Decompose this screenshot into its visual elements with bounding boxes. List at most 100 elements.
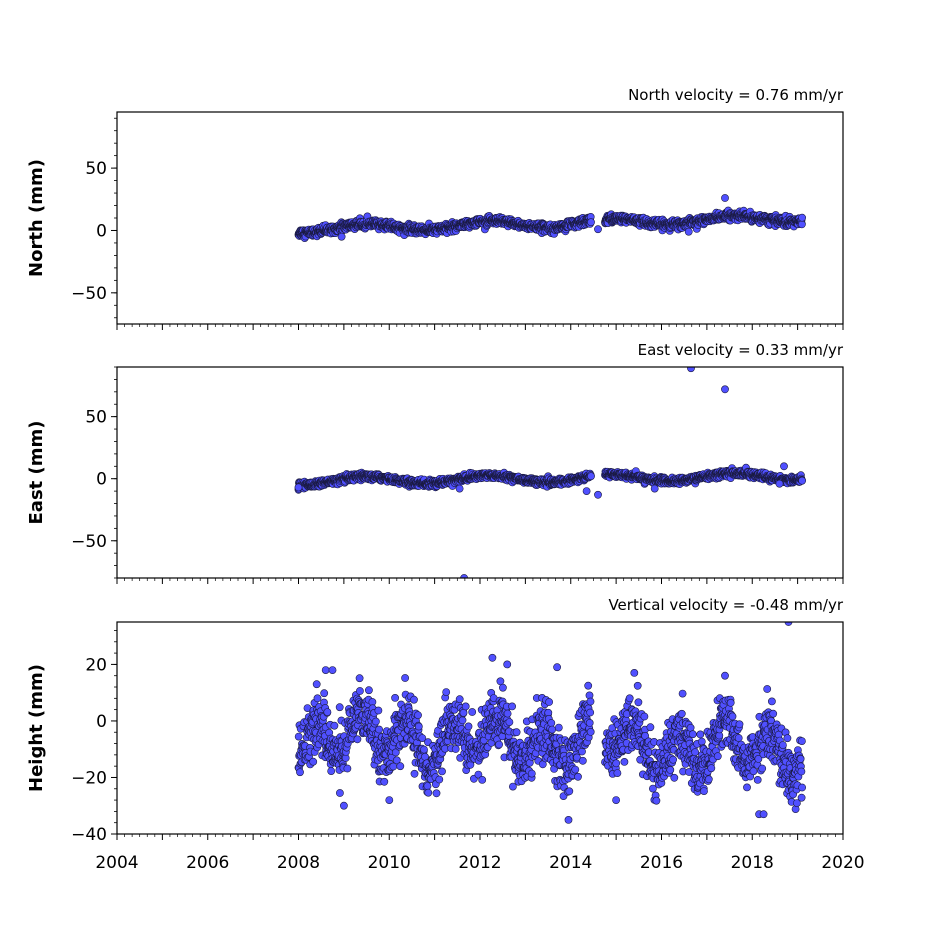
data-point (296, 768, 304, 777)
data-point (578, 756, 587, 765)
velocity-title: North velocity = 0.76 mm/yr (628, 86, 844, 104)
data-point (585, 719, 594, 727)
data-point (640, 712, 649, 721)
data-point (612, 759, 621, 768)
data-point (512, 728, 521, 737)
data-point (380, 777, 389, 786)
data-point (545, 698, 553, 706)
data-point (571, 765, 580, 774)
data-point (320, 689, 329, 698)
data-point (455, 695, 464, 704)
data-point (468, 708, 477, 716)
data-point (586, 708, 595, 717)
data-point (586, 697, 595, 706)
data-point-outlier (721, 194, 729, 202)
data-point (633, 681, 642, 690)
data-point (613, 769, 622, 777)
data-point-outlier (582, 487, 591, 495)
data-point (584, 681, 593, 690)
data-point (391, 748, 400, 757)
data-point (364, 686, 373, 695)
data-point (432, 789, 441, 798)
data-point (396, 762, 405, 771)
data-point (401, 674, 409, 682)
data-point (798, 220, 806, 229)
data-point-outlier (650, 484, 659, 493)
y-tick-label: 0 (96, 221, 107, 241)
data-point (309, 757, 318, 766)
data-point (414, 711, 422, 720)
data-point (547, 719, 556, 727)
data-point (574, 772, 582, 781)
data-point-outlier (687, 367, 695, 373)
data-point (330, 721, 339, 730)
y-axis-label: East (mm) (26, 421, 47, 525)
data-point (464, 722, 473, 731)
data-point (798, 476, 806, 485)
data-point (625, 694, 634, 703)
data-point (423, 782, 432, 790)
data-points (294, 367, 806, 578)
data-point (410, 769, 419, 778)
data-point (586, 728, 595, 736)
data-point (587, 218, 595, 227)
data-point (442, 688, 451, 696)
data-point (505, 718, 514, 726)
data-point (421, 752, 429, 761)
data-point-outlier (775, 479, 784, 488)
y-tick-label: 50 (85, 159, 107, 179)
data-point (353, 735, 362, 744)
data-point (478, 776, 487, 784)
data-point (578, 747, 586, 756)
data-point (508, 702, 516, 711)
data-point (438, 767, 446, 776)
data-point (418, 734, 427, 742)
data-point (620, 758, 629, 766)
data-point (355, 674, 364, 683)
data-point (548, 725, 556, 734)
data-point (461, 702, 470, 711)
data-point (565, 787, 574, 796)
data-point (391, 694, 399, 702)
y-tick-label: 50 (85, 408, 107, 428)
data-point (420, 745, 428, 754)
data-point (355, 687, 364, 695)
data-point (312, 680, 321, 689)
data-point (313, 694, 322, 703)
data-point (798, 213, 806, 222)
data-point (375, 725, 383, 734)
data-point (634, 698, 643, 707)
data-point-outlier (721, 385, 729, 394)
data-point-outlier (294, 483, 303, 492)
data-point-outlier (594, 490, 602, 499)
data-points (294, 622, 806, 824)
data-point (424, 788, 433, 797)
data-point (335, 703, 344, 712)
data-point (374, 706, 383, 715)
y-tick-label: −50 (71, 532, 107, 552)
y-axis-label: North (mm) (26, 159, 47, 277)
data-point (410, 695, 418, 704)
data-point (495, 740, 503, 749)
data-point-outlier (780, 462, 788, 471)
data-point (392, 756, 401, 765)
data-point (451, 745, 460, 753)
data-point (323, 708, 332, 716)
data-point (294, 732, 303, 741)
velocity-title: East velocity = 0.33 mm/yr (638, 341, 844, 359)
data-point (587, 472, 595, 481)
data-point (435, 775, 444, 784)
data-point (554, 723, 563, 732)
data-point (371, 717, 380, 726)
data-point-outlier (684, 227, 693, 236)
data-point (527, 769, 536, 778)
data-point (488, 653, 497, 662)
data-point (458, 716, 467, 725)
data-point-outlier (455, 484, 464, 493)
data-point-outlier (460, 574, 468, 578)
data-point (503, 709, 512, 718)
data-point (327, 767, 336, 775)
